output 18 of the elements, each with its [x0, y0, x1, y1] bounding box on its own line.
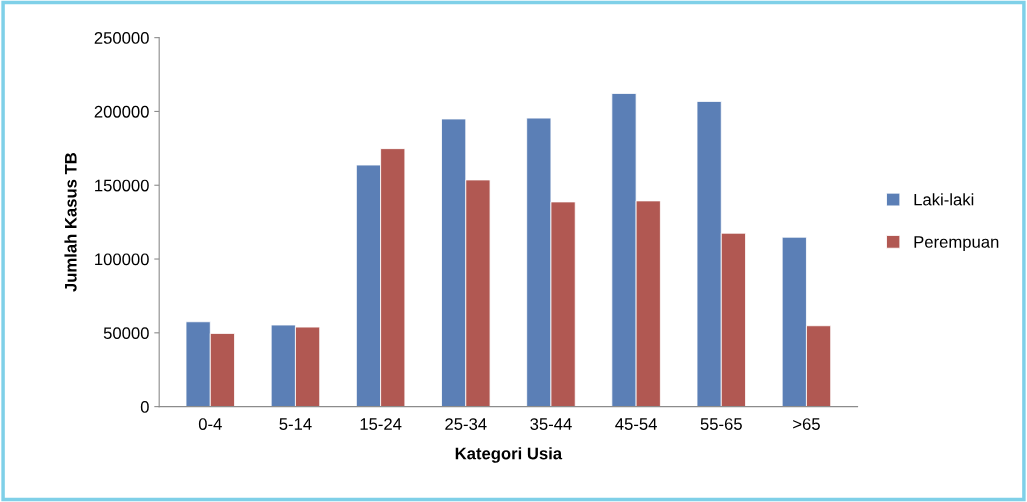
y-axis-title: Jumlah Kasus TB [64, 152, 77, 292]
x-tick-label: 25-34 [445, 418, 487, 430]
x-tick-label: 45-54 [615, 418, 657, 430]
y-tick-label: 100000 [95, 253, 149, 266]
x-tick-label: 0-4 [198, 418, 222, 430]
x-tick-label: 55-65 [700, 418, 742, 430]
y-tick-label: 200000 [94, 105, 149, 118]
legend-label: Perempuan [914, 236, 999, 252]
y-tick-label: 150000 [95, 179, 149, 192]
x-tick-label: >65 [793, 418, 820, 430]
y-tick-label: 0 [140, 401, 149, 413]
x-tick-label: 5-14 [279, 418, 312, 430]
legend-label: Laki-laki [914, 193, 974, 206]
y-tick-label: 250000 [94, 32, 149, 44]
y-tick-label: 50000 [103, 327, 149, 340]
x-tick-label: 35-44 [530, 418, 572, 430]
x-tick-label: 15-24 [360, 418, 402, 430]
x-axis-title: Kategori Usia [455, 447, 563, 463]
